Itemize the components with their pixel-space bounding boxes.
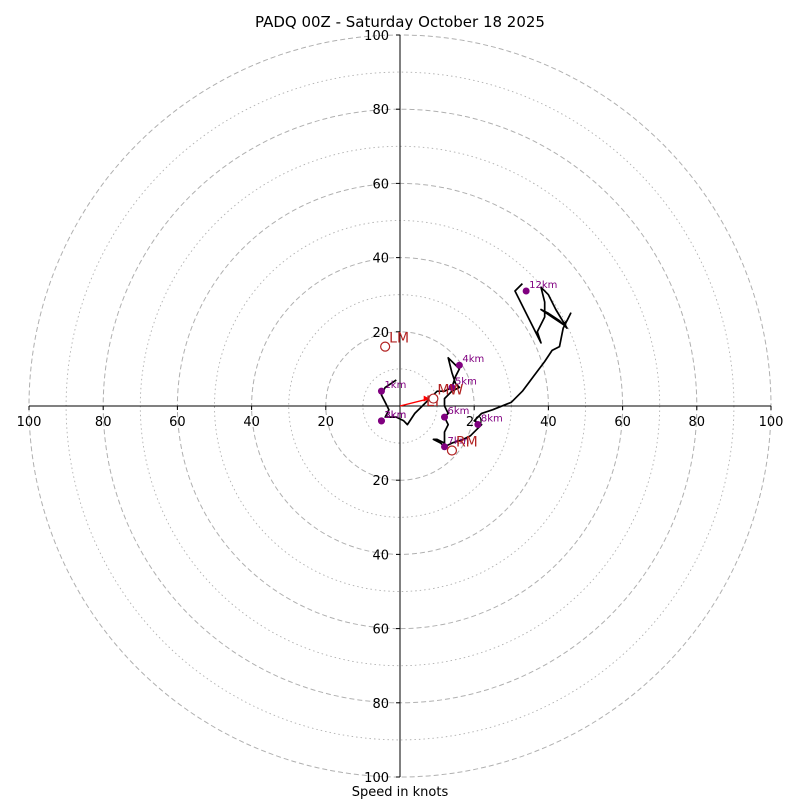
height-marker-4km — [455, 361, 463, 369]
x-tick-label: 80 — [689, 415, 706, 430]
y-tick-label: 40 — [372, 252, 389, 267]
storm-motion-label-MW: MW — [437, 383, 463, 399]
y-tick-label: 60 — [372, 177, 389, 192]
height-marker-8km — [474, 421, 482, 429]
storm-motion-label-LM: LM — [389, 331, 409, 347]
storm-motion-label-RM: RM — [456, 435, 478, 451]
height-marker-12km — [522, 287, 530, 295]
height-marker-label-3km: 3km — [384, 410, 406, 421]
height-marker-label-8km: 8km — [481, 414, 503, 425]
x-tick-label: 40 — [540, 415, 557, 430]
storm-motion-marker-MW — [428, 393, 439, 404]
storm-motion-markers: LM RM MW — [380, 331, 478, 456]
height-marker-label-4km: 4km — [462, 354, 484, 365]
height-marker-7km — [441, 443, 449, 451]
height-marker-3km — [377, 417, 385, 425]
y-tick-label: 80 — [372, 697, 389, 712]
y-tick-label: 60 — [372, 623, 389, 638]
height-marker-label-7km: 7km — [448, 436, 470, 447]
height-marker-label-12km: 12km — [529, 280, 557, 291]
x-tick-label: 20 — [318, 415, 335, 430]
height-marker-label-1km: 1km — [384, 380, 406, 391]
x-tick-label: 60 — [169, 415, 186, 430]
y-tick-label: 80 — [372, 103, 389, 118]
height-marker-label-5km: 5km — [455, 376, 477, 387]
x-axis-label: Speed in knots — [352, 785, 449, 800]
x-tick-label: 80 — [95, 415, 112, 430]
y-tick-label: 100 — [364, 29, 389, 44]
x-tick-label: 100 — [17, 415, 42, 430]
x-tick-label: 100 — [759, 415, 784, 430]
height-marker-1km — [377, 387, 385, 395]
tick-labels: 100 80 60 40 20 20 40 60 80 100100806040202040608… — [17, 29, 784, 786]
y-tick-label: 20 — [372, 474, 389, 489]
inflow-arrow-head — [423, 395, 430, 402]
height-marker-6km — [441, 413, 449, 421]
chart-title: PADQ 00Z - Saturday October 18 2025 — [255, 13, 545, 31]
x-tick-label: 60 — [614, 415, 631, 430]
y-tick-label: 20 — [372, 326, 389, 341]
height-marker-label-2km: 2km — [384, 410, 406, 421]
y-tick-label: 40 — [372, 548, 389, 563]
storm-motion-marker-RM — [446, 445, 458, 456]
y-tick-label: 100 — [364, 771, 389, 786]
x-tick-label: 40 — [243, 415, 260, 430]
height-marker-5km — [448, 383, 456, 391]
storm-motion-marker-LM — [380, 341, 391, 352]
height-marker-label-6km: 6km — [448, 406, 470, 417]
